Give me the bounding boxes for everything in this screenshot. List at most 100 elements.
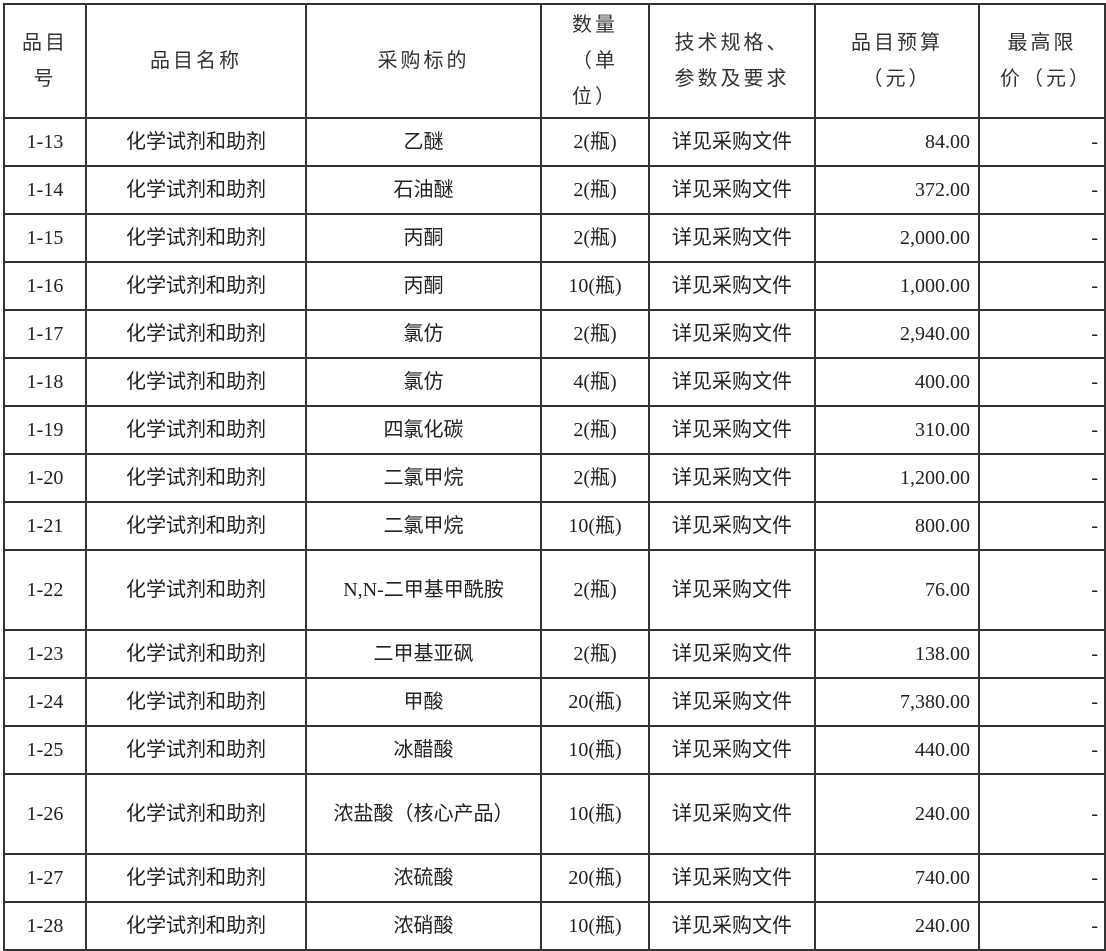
- cell-item-no: 1-14: [3, 165, 87, 215]
- cell-target: 二氯甲烷: [305, 501, 542, 551]
- table-row: 1-14 化学试剂和助剂 石油醚 2(瓶) 详见采购文件 372.00-: [3, 165, 1106, 215]
- cell-quantity: 2(瓶): [540, 629, 650, 679]
- cell-target: 丙酮: [305, 213, 542, 263]
- header-max-price: 最高限价（元）: [978, 3, 1106, 119]
- header-spec: 技术规格、参数及要求: [648, 3, 816, 119]
- procurement-table: 品目号 品目名称 采购标的 数量（单位） 技术规格、参数及要求 品目预算（元） 最高限价（元…: [3, 3, 1106, 951]
- cell-max-price: -: [978, 117, 1106, 167]
- cell-item-no: 1-13: [3, 117, 87, 167]
- cell-item-no: 1-17: [3, 309, 87, 359]
- cell-quantity: 10(瓶): [540, 725, 650, 775]
- table-row: 1-19 化学试剂和助剂 四氯化碳 2(瓶) 详见采购文件 310.00-: [3, 405, 1106, 455]
- table-row: 1-25 化学试剂和助剂 冰醋酸 10(瓶) 详见采购文件 440.00-: [3, 725, 1106, 775]
- cell-item-no: 1-28: [3, 901, 87, 951]
- cell-budget: 7,380.00: [814, 677, 980, 727]
- cell-spec: 详见采购文件: [648, 501, 816, 551]
- cell-max-price: -: [978, 165, 1106, 215]
- cell-quantity: 10(瓶): [540, 261, 650, 311]
- cell-quantity: 2(瓶): [540, 453, 650, 503]
- cell-budget: 2,000.00: [814, 213, 980, 263]
- cell-quantity: 2(瓶): [540, 213, 650, 263]
- cell-item-no: 1-27: [3, 853, 87, 903]
- cell-item-name: 化学试剂和助剂: [85, 901, 307, 951]
- cell-item-no: 1-19: [3, 405, 87, 455]
- cell-budget: 740.00: [814, 853, 980, 903]
- cell-max-price: -: [978, 677, 1106, 727]
- cell-item-name: 化学试剂和助剂: [85, 405, 307, 455]
- table-row: 1-16 化学试剂和助剂 丙酮 10(瓶) 详见采购文件 1,000.00-: [3, 261, 1106, 311]
- table-row: 1-13 化学试剂和助剂 乙醚 2(瓶) 详见采购文件 84.00-: [3, 117, 1106, 167]
- cell-target: 浓硫酸: [305, 853, 542, 903]
- cell-budget: 2,940.00: [814, 309, 980, 359]
- cell-quantity: 10(瓶): [540, 501, 650, 551]
- cell-item-no: 1-24: [3, 677, 87, 727]
- cell-item-name: 化学试剂和助剂: [85, 213, 307, 263]
- cell-budget: 138.00: [814, 629, 980, 679]
- cell-item-no: 1-15: [3, 213, 87, 263]
- table-row: 1-24 化学试剂和助剂 甲酸 20(瓶) 详见采购文件 7,380.00-: [3, 677, 1106, 727]
- cell-spec: 详见采购文件: [648, 405, 816, 455]
- cell-item-name: 化学试剂和助剂: [85, 117, 307, 167]
- cell-item-name: 化学试剂和助剂: [85, 453, 307, 503]
- header-quantity: 数量（单位）: [540, 3, 650, 119]
- cell-spec: 详见采购文件: [648, 261, 816, 311]
- header-budget: 品目预算（元）: [814, 3, 980, 119]
- cell-max-price: -: [978, 725, 1106, 775]
- cell-target: 丙酮: [305, 261, 542, 311]
- cell-max-price: -: [978, 853, 1106, 903]
- cell-target: 四氯化碳: [305, 405, 542, 455]
- cell-target: 二甲基亚砜: [305, 629, 542, 679]
- cell-target: 乙醚: [305, 117, 542, 167]
- cell-item-name: 化学试剂和助剂: [85, 261, 307, 311]
- cell-target: 冰醋酸: [305, 725, 542, 775]
- table-row: 1-15 化学试剂和助剂 丙酮 2(瓶) 详见采购文件 2,000.00-: [3, 213, 1106, 263]
- table-row: 1-22 化学试剂和助剂 N,N-二甲基甲酰胺 2(瓶) 详见采购文件 76.00-: [3, 549, 1106, 631]
- table-row: 1-23 化学试剂和助剂 二甲基亚砜 2(瓶) 详见采购文件 138.00-: [3, 629, 1106, 679]
- cell-quantity: 2(瓶): [540, 549, 650, 631]
- header-item-no: 品目号: [3, 3, 87, 119]
- cell-target: N,N-二甲基甲酰胺: [305, 549, 542, 631]
- table-row: 1-28 化学试剂和助剂 浓硝酸 10(瓶) 详见采购文件 240.00-: [3, 901, 1106, 951]
- table-row: 1-27 化学试剂和助剂 浓硫酸 20(瓶) 详见采购文件 740.00-: [3, 853, 1106, 903]
- cell-budget: 76.00: [814, 549, 980, 631]
- cell-target: 石油醚: [305, 165, 542, 215]
- header-row: 品目号 品目名称 采购标的 数量（单位） 技术规格、参数及要求 品目预算（元） 最高限价（元…: [3, 3, 1106, 119]
- table-row: 1-20 化学试剂和助剂 二氯甲烷 2(瓶) 详见采购文件 1,200.00-: [3, 453, 1106, 503]
- cell-item-no: 1-16: [3, 261, 87, 311]
- cell-target: 二氯甲烷: [305, 453, 542, 503]
- cell-item-name: 化学试剂和助剂: [85, 629, 307, 679]
- cell-budget: 240.00: [814, 901, 980, 951]
- cell-max-price: -: [978, 629, 1106, 679]
- cell-quantity: 10(瓶): [540, 901, 650, 951]
- cell-target: 浓盐酸（核心产品）: [305, 773, 542, 855]
- cell-spec: 详见采购文件: [648, 309, 816, 359]
- cell-item-no: 1-22: [3, 549, 87, 631]
- cell-spec: 详见采购文件: [648, 629, 816, 679]
- cell-item-no: 1-18: [3, 357, 87, 407]
- cell-spec: 详见采购文件: [648, 357, 816, 407]
- cell-max-price: -: [978, 901, 1106, 951]
- cell-quantity: 2(瓶): [540, 165, 650, 215]
- cell-target: 甲酸: [305, 677, 542, 727]
- header-item-name: 品目名称: [85, 3, 307, 119]
- table-row: 1-17 化学试剂和助剂 氯仿 2(瓶) 详见采购文件 2,940.00-: [3, 309, 1106, 359]
- cell-quantity: 20(瓶): [540, 853, 650, 903]
- cell-budget: 400.00: [814, 357, 980, 407]
- cell-item-name: 化学试剂和助剂: [85, 357, 307, 407]
- cell-spec: 详见采购文件: [648, 725, 816, 775]
- cell-budget: 310.00: [814, 405, 980, 455]
- cell-max-price: -: [978, 549, 1106, 631]
- cell-spec: 详见采购文件: [648, 549, 816, 631]
- table-row: 1-18 化学试剂和助剂 氯仿 4(瓶) 详见采购文件 400.00-: [3, 357, 1106, 407]
- cell-target: 浓硝酸: [305, 901, 542, 951]
- cell-quantity: 4(瓶): [540, 357, 650, 407]
- cell-item-name: 化学试剂和助剂: [85, 549, 307, 631]
- table-row: 1-21 化学试剂和助剂 二氯甲烷 10(瓶) 详见采购文件 800.00-: [3, 501, 1106, 551]
- cell-item-no: 1-21: [3, 501, 87, 551]
- cell-spec: 详见采购文件: [648, 677, 816, 727]
- table-row: 1-26 化学试剂和助剂 浓盐酸（核心产品） 10(瓶) 详见采购文件 240.00-: [3, 773, 1106, 855]
- cell-budget: 440.00: [814, 725, 980, 775]
- cell-budget: 240.00: [814, 773, 980, 855]
- cell-quantity: 2(瓶): [540, 309, 650, 359]
- header-target: 采购标的: [305, 3, 542, 119]
